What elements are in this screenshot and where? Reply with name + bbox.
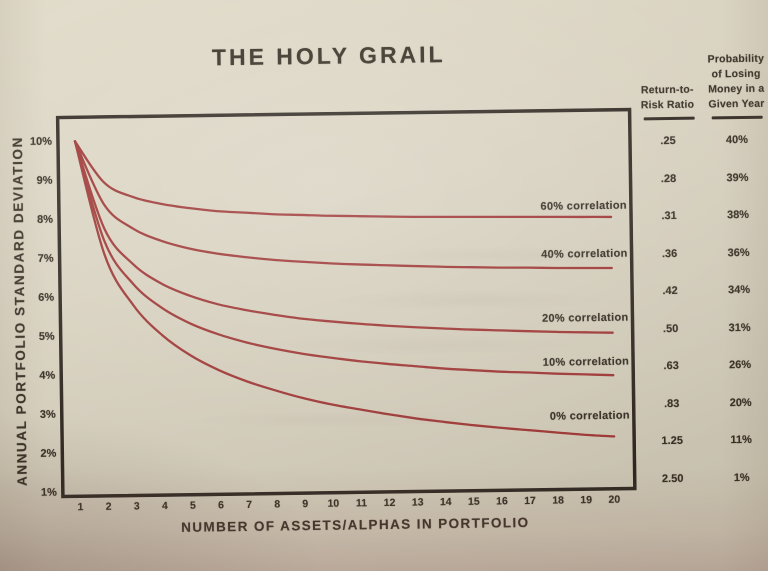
x-tick-label: 16 — [496, 495, 508, 508]
ratio-value: 1.25 — [661, 435, 683, 448]
correlation-curve-40pct — [73, 140, 613, 270]
probability-value: 34% — [728, 284, 751, 297]
x-tick-label: 12 — [383, 496, 396, 510]
x-tick-label: 20 — [608, 493, 621, 506]
probability-value: 39% — [726, 171, 749, 184]
x-tick-label: 13 — [411, 496, 424, 509]
probability-value: 20% — [729, 396, 752, 410]
x-tick-label: 19 — [580, 494, 593, 507]
curve-label-10pct: 10% correlation — [542, 355, 630, 369]
ratio-value: .31 — [661, 210, 677, 223]
x-tick-label: 8 — [274, 498, 281, 511]
ratio-value: .36 — [661, 247, 678, 260]
x-tick-label: 2 — [105, 500, 112, 513]
probability-value: 31% — [728, 321, 751, 334]
chart-title: THE HOLY GRAIL — [211, 41, 446, 71]
ratio-value: .83 — [663, 397, 680, 410]
probability-value: 11% — [730, 434, 752, 447]
curve-label-0pct: 0% correlation — [549, 409, 630, 423]
correlation-curve-60pct — [73, 140, 613, 219]
ratio-value: .50 — [662, 322, 679, 335]
y-tick-label: 5% — [38, 330, 55, 343]
correlation-curve-20pct — [73, 140, 614, 334]
y-tick-label: 6% — [38, 291, 55, 304]
y-axis-ticks: 10% 9% 8% 7% 6% 5% 4% 3% 2% 1% — [8, 135, 57, 501]
y-tick-label: 8% — [37, 213, 54, 226]
correlation-curve-10pct — [73, 140, 615, 377]
y-tick-label: 4% — [39, 369, 56, 382]
probability-of-losing-header: Probability of Losing Money in a Given Y… — [707, 52, 765, 111]
probability-underline — [711, 115, 763, 120]
curve-label-40pct: 40% correlation — [541, 247, 628, 261]
x-axis-title: NUMBER OF ASSETS/ALPHAS IN PORTFOLIO — [181, 514, 530, 535]
ratio-value: 2.50 — [661, 472, 684, 486]
x-tick-label: 5 — [189, 499, 196, 512]
y-tick-label: 7% — [37, 252, 54, 265]
y-tick-label: 3% — [39, 408, 56, 421]
correlation-curve-0pct — [73, 140, 616, 438]
return-to-risk-header: Return-to- Risk Ratio — [640, 83, 695, 112]
ratio-value: .25 — [660, 134, 676, 148]
y-tick-label: 10% — [29, 135, 53, 148]
x-tick-label: 14 — [439, 496, 452, 509]
ratio-value: .63 — [663, 360, 679, 373]
x-tick-label: 11 — [355, 497, 368, 510]
chart-plot-area — [55, 107, 637, 499]
correlation-curves — [73, 140, 616, 438]
probability-value: 40% — [725, 133, 749, 147]
probability-value: 26% — [729, 359, 752, 372]
x-tick-label: 15 — [467, 495, 480, 508]
x-tick-label: 17 — [524, 494, 536, 508]
x-tick-label: 7 — [246, 498, 253, 511]
y-tick-label: 2% — [40, 447, 57, 460]
ratio-value: .42 — [662, 285, 678, 298]
return-to-risk-underline — [643, 116, 695, 121]
x-tick-label: 1 — [77, 501, 84, 514]
probability-value: 36% — [727, 246, 750, 259]
curve-label-20pct: 20% correlation — [541, 311, 629, 325]
probability-column: 40% 39% 38% 36% 34% 31% 26% 20% 11% 1% — [702, 133, 768, 486]
x-tick-label: 4 — [161, 500, 168, 513]
y-tick-label: 1% — [40, 486, 57, 499]
y-tick-label: 9% — [36, 174, 53, 187]
return-to-risk-column: .25 .28 .31 .36 .42 .50 .63 .83 1.25 2.5… — [633, 134, 708, 487]
x-tick-label: 10 — [327, 497, 340, 510]
probability-value: 38% — [726, 208, 750, 222]
x-tick-label: 18 — [552, 494, 565, 507]
x-tick-label: 3 — [133, 500, 140, 513]
x-tick-label: 9 — [302, 498, 309, 511]
probability-value: 1% — [733, 471, 750, 485]
ratio-value: .28 — [660, 172, 677, 185]
curve-label-60pct: 60% correlation — [540, 199, 627, 213]
x-tick-label: 6 — [218, 499, 225, 512]
plot-frame — [55, 107, 637, 499]
